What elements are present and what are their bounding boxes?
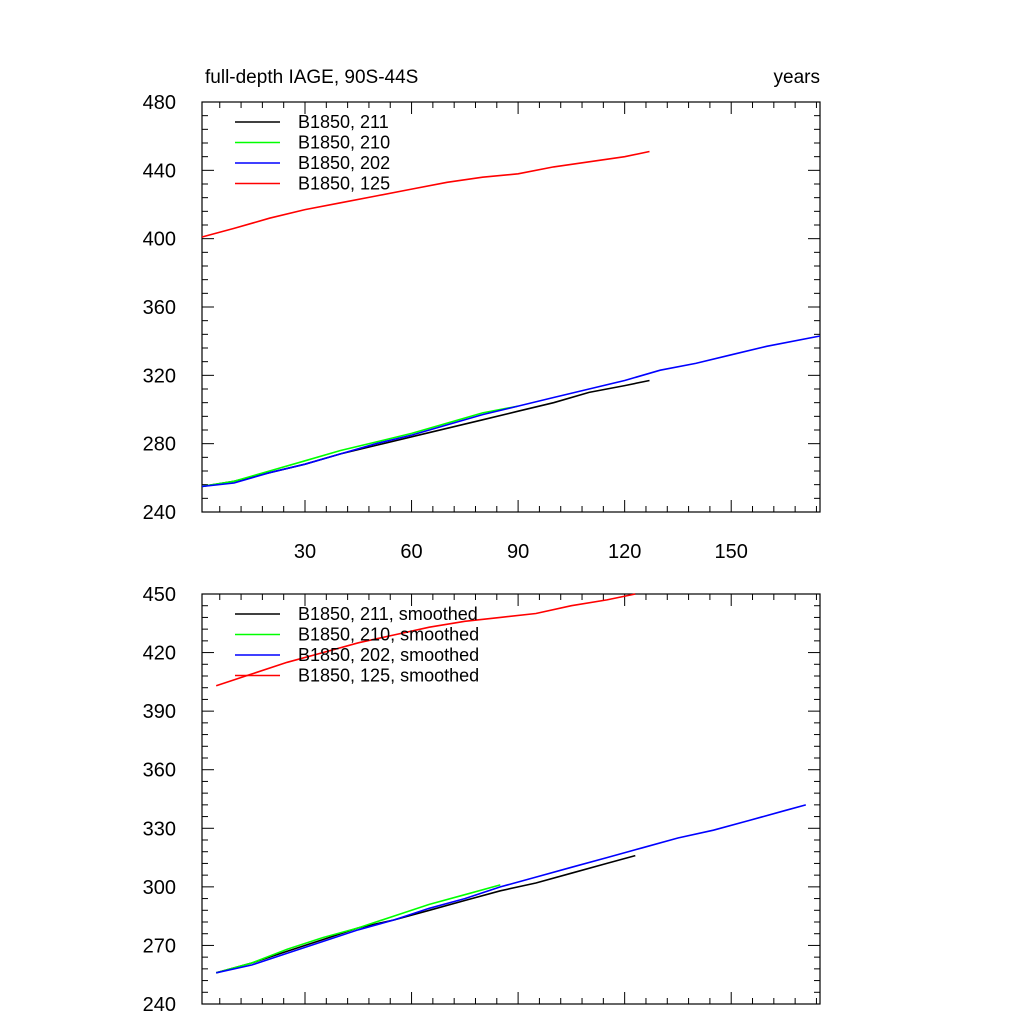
legend-label: B1850, 125, smoothed (298, 666, 479, 686)
legend-label: B1850, 210, smoothed (298, 625, 479, 645)
series-line-b1850-202-smoothed (216, 804, 807, 974)
y-tick-label: 240 (143, 502, 176, 524)
top-panel: full-depth IAGE, 90S-44S years 240 280 320… (143, 67, 821, 563)
y-tick-label: 300 (143, 877, 176, 899)
series-line-b1850-202 (201, 335, 821, 488)
units-label: years (774, 67, 820, 88)
y-tick-label: 330 (143, 818, 176, 840)
bottom-panel: 240 270 300 330 360 390 420 450 B1850, 211, smoo… (143, 584, 821, 1016)
legend-label: B1850, 210 (298, 133, 390, 153)
legend-label: B1850, 202 (298, 153, 390, 173)
x-tick-label: 90 (507, 541, 529, 563)
y-tick-label: 390 (143, 701, 176, 723)
y-tick-label: 320 (143, 365, 176, 387)
y-tick-label: 450 (143, 584, 176, 606)
bottom-plot-frame (201, 593, 821, 1005)
chart-title: full-depth IAGE, 90S-44S (205, 67, 418, 88)
top-plot-frame (201, 101, 821, 513)
series-line-b1850-125-smoothed (215, 593, 636, 687)
y-tick-label: 280 (143, 434, 176, 456)
y-tick-label: 480 (143, 92, 176, 114)
x-tick-label: 120 (608, 541, 641, 563)
legend-label: B1850, 202, smoothed (298, 645, 479, 665)
y-tick-label: 360 (143, 760, 176, 782)
y-tick-label: 270 (143, 935, 176, 957)
series-line-b1850-125 (201, 150, 650, 238)
x-tick-label: 30 (294, 541, 316, 563)
y-tick-label: 420 (143, 643, 176, 665)
series-line-b1850-210-smoothed (215, 884, 501, 974)
y-tick-label: 240 (143, 994, 176, 1016)
y-tick-label: 400 (143, 229, 176, 251)
x-tick-label: 150 (715, 541, 748, 563)
legend-label: B1850, 211, smoothed (298, 604, 478, 624)
legend-label: B1850, 125 (298, 174, 390, 194)
y-tick-label: 440 (143, 160, 176, 182)
series-line-b1850-211-smoothed (215, 854, 636, 974)
x-tick-label: 60 (400, 541, 422, 563)
series-line-b1850-210 (201, 405, 519, 488)
y-tick-label: 360 (143, 297, 176, 319)
legend-label: B1850, 211 (298, 112, 389, 132)
